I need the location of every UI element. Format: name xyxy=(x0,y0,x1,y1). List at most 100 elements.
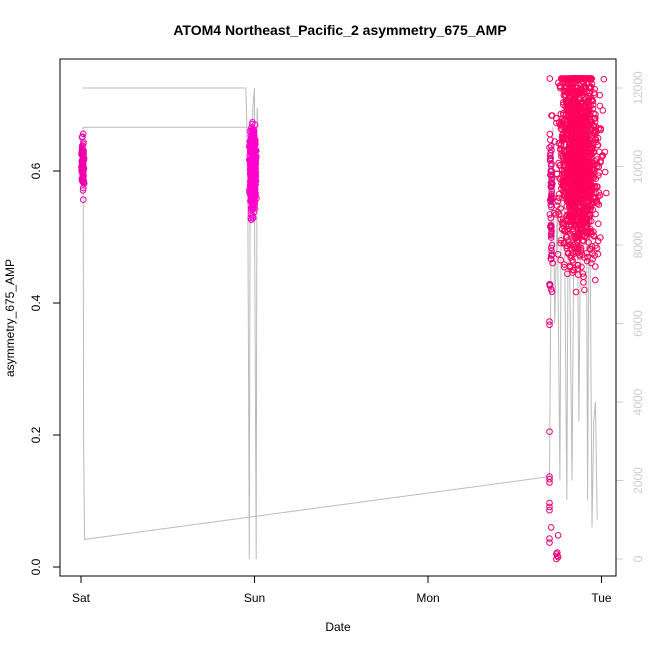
data-point xyxy=(558,220,566,227)
data-point xyxy=(586,139,594,146)
data-point xyxy=(566,115,574,122)
data-point xyxy=(576,159,583,167)
data-point xyxy=(587,259,595,267)
data-point xyxy=(548,160,555,168)
data-point xyxy=(592,263,599,270)
data-point xyxy=(580,194,587,201)
data-point xyxy=(590,232,598,239)
data-point xyxy=(546,506,553,514)
data-point xyxy=(576,76,583,83)
data-point xyxy=(576,220,583,228)
data-point xyxy=(555,194,563,202)
data-point xyxy=(572,147,579,155)
data-point xyxy=(556,175,563,182)
data-point xyxy=(586,153,593,160)
data-point xyxy=(579,100,587,107)
data-point xyxy=(593,183,600,190)
data-point xyxy=(564,178,572,185)
data-point xyxy=(572,121,579,128)
y-left-tick-label: 0.0 xyxy=(29,558,43,575)
data-point xyxy=(251,205,259,212)
data-point xyxy=(250,178,258,186)
data-point xyxy=(546,535,553,542)
data-point xyxy=(247,183,255,190)
data-point xyxy=(584,96,592,104)
data-point xyxy=(78,176,86,184)
data-point xyxy=(550,209,558,217)
data-point xyxy=(250,191,258,199)
data-point xyxy=(249,125,256,133)
data-point xyxy=(601,168,609,176)
data-point xyxy=(558,146,565,153)
data-point xyxy=(552,211,560,218)
data-point xyxy=(564,226,571,233)
data-point xyxy=(590,115,598,123)
data-point xyxy=(574,271,582,279)
data-point xyxy=(557,239,564,247)
data-point xyxy=(575,249,583,256)
data-point xyxy=(79,187,87,194)
x-tick-label: Tue xyxy=(591,591,612,605)
data-point xyxy=(557,256,565,264)
data-point xyxy=(568,140,575,147)
data-point xyxy=(563,188,570,196)
data-point xyxy=(247,188,254,195)
data-point xyxy=(576,117,583,125)
data-point xyxy=(561,261,568,268)
data-point xyxy=(559,118,567,125)
data-point xyxy=(568,108,575,115)
data-point xyxy=(585,92,592,100)
data-point xyxy=(547,524,555,531)
data-point xyxy=(547,143,555,150)
data-point xyxy=(574,224,581,231)
data-point xyxy=(577,108,585,115)
data-point xyxy=(589,101,597,108)
data-point xyxy=(586,211,593,218)
data-point xyxy=(557,175,564,183)
data-point xyxy=(570,94,578,101)
data-point xyxy=(248,203,255,211)
y-right-tick-label: 10000 xyxy=(631,149,645,183)
data-point xyxy=(574,180,582,188)
data-point xyxy=(547,214,555,222)
data-point xyxy=(546,157,554,164)
data-point xyxy=(579,78,586,85)
data-point xyxy=(586,190,594,198)
data-point xyxy=(546,75,554,82)
data-point xyxy=(559,216,567,224)
data-point xyxy=(584,227,592,234)
data-point xyxy=(562,78,569,86)
data-point xyxy=(584,149,591,156)
data-point xyxy=(554,532,562,539)
data-point xyxy=(596,91,604,99)
data-point xyxy=(561,170,569,177)
data-point xyxy=(247,214,255,222)
data-point xyxy=(563,131,570,138)
data-point xyxy=(566,264,574,271)
data-point xyxy=(557,141,565,148)
data-point xyxy=(552,115,560,122)
data-point xyxy=(570,134,578,141)
data-point xyxy=(554,553,562,561)
data-point xyxy=(580,210,587,217)
data-point xyxy=(569,164,576,172)
data-point xyxy=(579,206,587,214)
data-point xyxy=(546,211,554,218)
data-point xyxy=(577,221,584,229)
data-point xyxy=(600,75,608,83)
y-right-tick-label: 0 xyxy=(631,555,645,562)
data-point xyxy=(249,174,256,181)
data-point xyxy=(574,234,582,241)
data-point xyxy=(567,254,575,261)
data-point xyxy=(565,145,573,152)
data-point xyxy=(571,161,579,168)
data-point xyxy=(585,95,593,103)
data-point xyxy=(583,122,591,129)
data-point xyxy=(566,101,574,109)
data-point xyxy=(546,428,553,436)
data-point xyxy=(548,252,555,259)
data-point xyxy=(601,148,609,156)
data-point xyxy=(79,133,86,140)
data-point xyxy=(547,179,555,186)
